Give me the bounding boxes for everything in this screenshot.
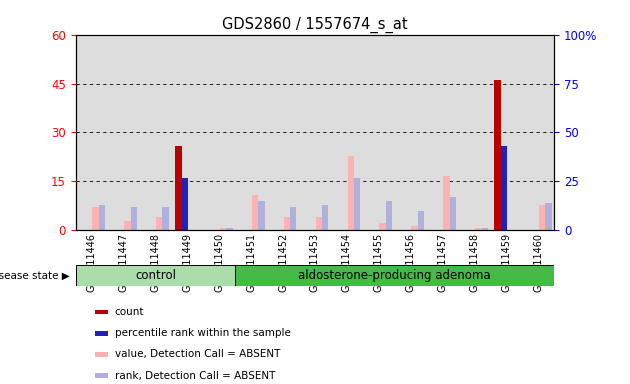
Text: value, Detection Call = ABSENT: value, Detection Call = ABSENT [115, 349, 280, 359]
Bar [475, 228, 481, 230]
Text: disease state ▶: disease state ▶ [0, 270, 69, 281]
Bar [181, 177, 188, 230]
Bar [226, 228, 232, 230]
Bar [322, 205, 328, 230]
Bar [124, 220, 130, 230]
Text: count: count [115, 307, 144, 317]
Text: aldosterone-producing adenoma: aldosterone-producing adenoma [299, 269, 491, 282]
Bar [348, 156, 354, 230]
Bar [546, 203, 552, 230]
Bar [175, 146, 181, 230]
Bar [98, 205, 105, 230]
Text: percentile rank within the sample: percentile rank within the sample [115, 328, 290, 338]
Bar [501, 146, 507, 230]
Text: rank, Detection Call = ABSENT: rank, Detection Call = ABSENT [115, 371, 275, 381]
Bar [252, 195, 258, 230]
Text: GDS2860 / 1557674_s_at: GDS2860 / 1557674_s_at [222, 17, 408, 33]
Bar [444, 175, 450, 230]
Bar [156, 217, 163, 230]
Text: control: control [135, 269, 176, 282]
Bar [386, 201, 392, 230]
Bar [290, 207, 297, 230]
Bar [163, 207, 169, 230]
Bar [354, 177, 360, 230]
Bar [450, 197, 456, 230]
Bar [539, 205, 546, 230]
Bar [76, 265, 235, 286]
Bar [235, 265, 554, 286]
Bar [481, 228, 488, 230]
Bar [220, 228, 226, 230]
Bar [92, 207, 98, 230]
Bar [130, 207, 137, 230]
Bar [411, 227, 418, 230]
Bar [495, 80, 501, 230]
Bar [284, 217, 290, 230]
Bar [379, 223, 386, 230]
Bar [316, 217, 322, 230]
Bar [418, 211, 424, 230]
Bar [258, 201, 265, 230]
